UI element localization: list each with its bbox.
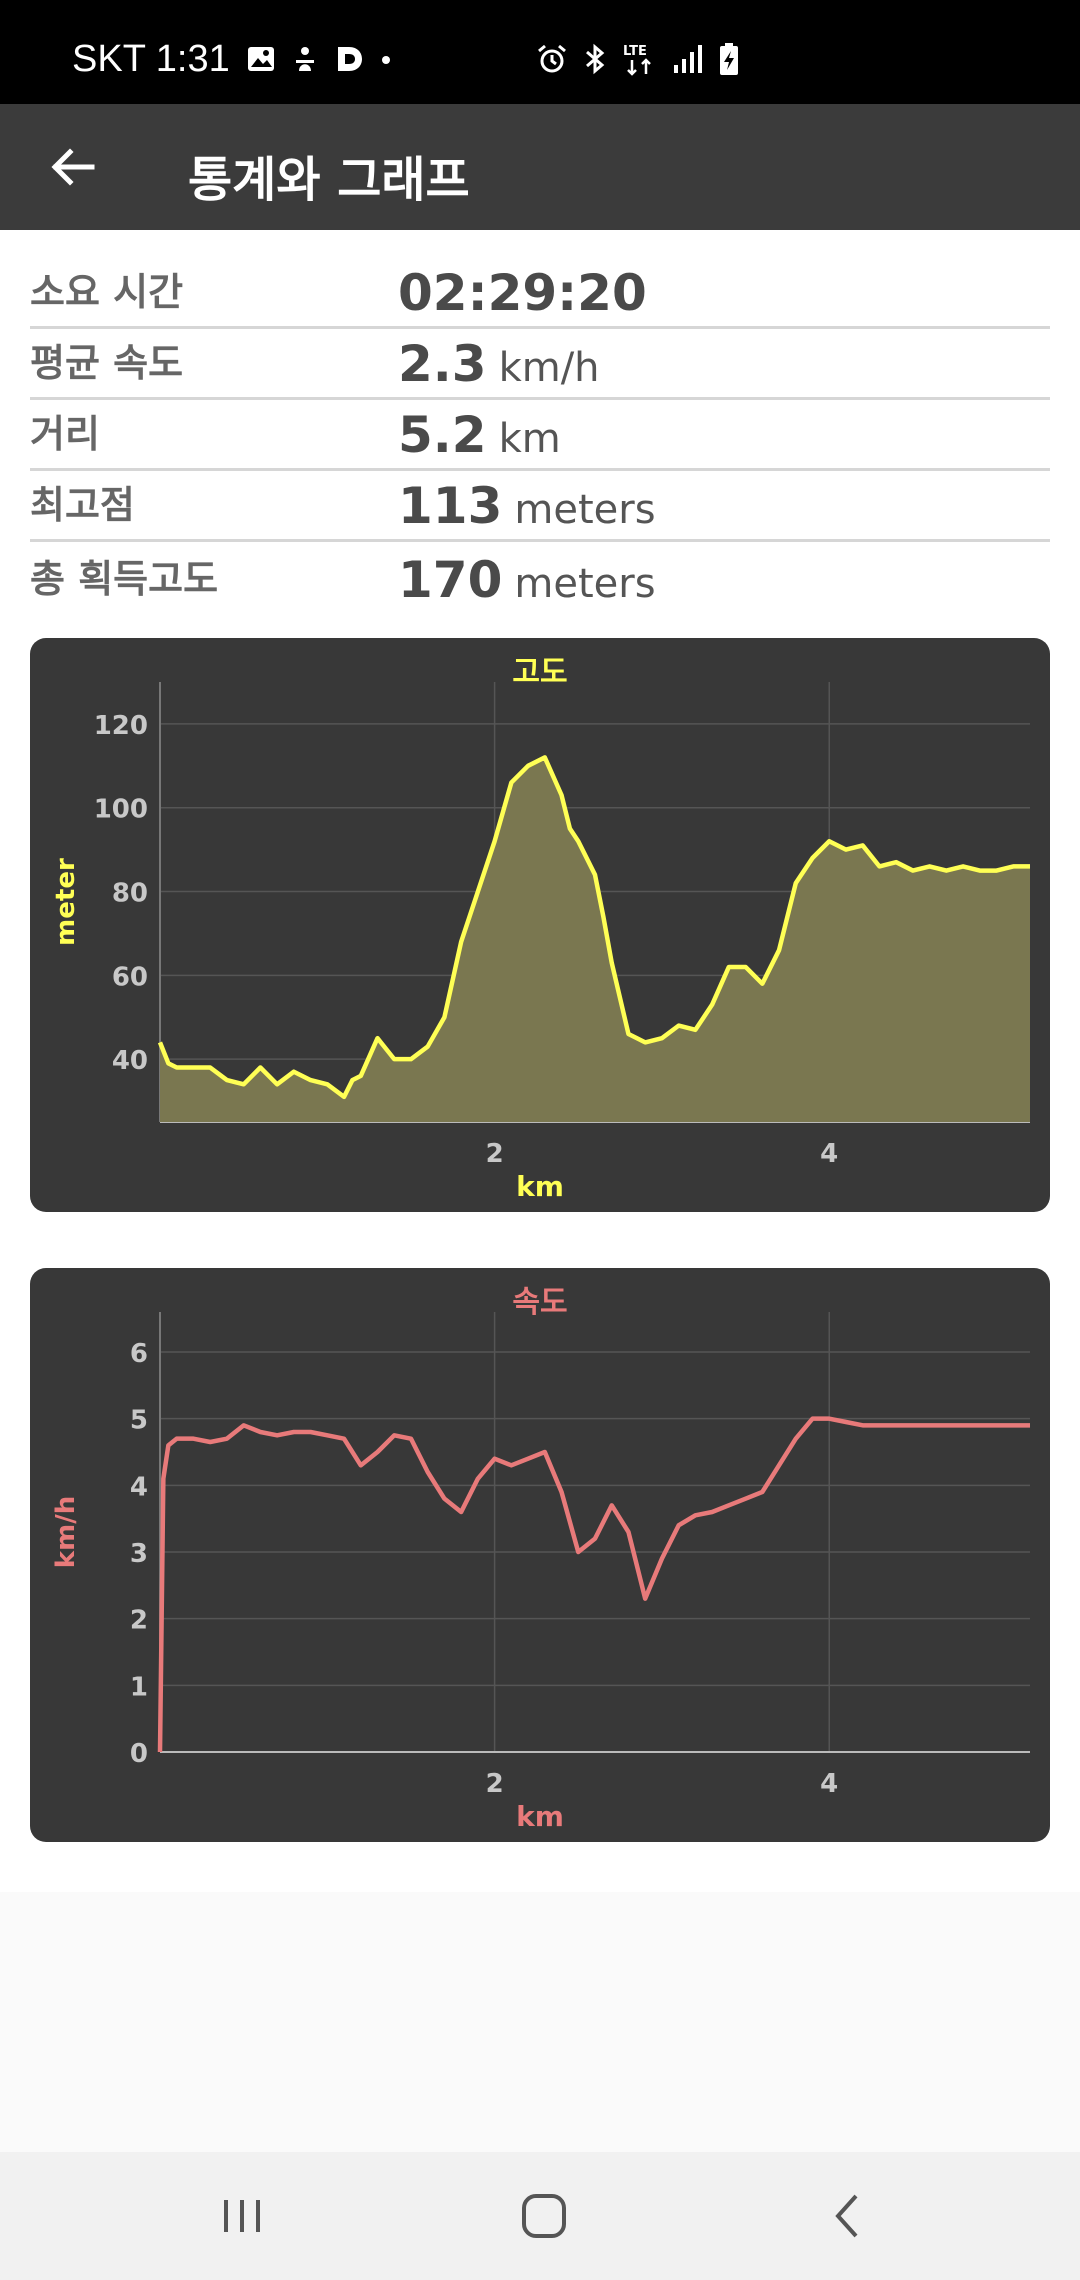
stat-row-avg-speed: 평균 속도 2.3 km/h	[30, 329, 1050, 400]
stat-value: 5.2 km	[398, 406, 561, 464]
alarm-icon	[536, 43, 568, 75]
y-tick-label: 3	[130, 1539, 148, 1569]
stat-label: 거리	[30, 412, 100, 456]
stat-unit: km	[498, 416, 561, 462]
stat-label: 총 획득고도	[30, 557, 219, 601]
y-tick-label: 0	[130, 1739, 148, 1769]
lte-text: LTE	[623, 44, 647, 59]
lte-icon: LTE	[622, 42, 658, 76]
y-tick-label: 6	[130, 1339, 148, 1369]
altitude-chart: 40 60 80 100 120 2 4 고도 km meter	[51, 655, 1030, 1203]
content-area: 소요 시간 02:29:20 평균 속도 2.3 km/h 거리 5.2 km 최고…	[0, 230, 1080, 1892]
series-line	[157, 755, 1030, 1100]
chart-title: 속도	[512, 1285, 567, 1320]
signal-icon	[672, 43, 704, 75]
back-button[interactable]	[40, 134, 106, 200]
nav-back-button[interactable]	[798, 2176, 898, 2256]
y-tick-label: 100	[94, 795, 148, 825]
y-tick-label: 80	[112, 879, 148, 909]
series-line	[157, 1416, 1030, 1753]
dot-icon	[378, 44, 394, 74]
gallery-icon	[246, 44, 276, 74]
stat-label: 소요 시간	[30, 270, 184, 314]
status-time: SKT 1:31	[72, 38, 230, 80]
bluetooth-icon	[582, 43, 608, 75]
page-title: 통계와 그래프	[188, 152, 470, 208]
x-tick-label: 2	[486, 1769, 504, 1799]
stat-row-max-elevation: 최고점 113 meters	[30, 471, 1050, 542]
recent-apps-button[interactable]	[192, 2176, 292, 2256]
stat-value: 170 meters	[398, 551, 656, 609]
status-left-icons	[246, 44, 394, 74]
app-bar: 통계와 그래프	[0, 104, 1080, 230]
arrow-left-icon	[51, 148, 95, 186]
y-tick-label: 1	[130, 1672, 148, 1702]
recent-apps-icon	[224, 2200, 260, 2232]
y-tick-label: 5	[130, 1406, 148, 1436]
speed-chart: 0 1 2 3 4 5 6 2 4 속도 km km/h	[51, 1285, 1030, 1833]
y-axis-label: km/h	[51, 1496, 81, 1568]
x-tick-label: 2	[486, 1139, 504, 1169]
home-button[interactable]	[494, 2176, 594, 2256]
stat-label: 평균 속도	[30, 341, 184, 385]
y-tick-label: 60	[112, 962, 148, 992]
stat-label: 최고점	[30, 483, 135, 527]
system-nav-bar	[0, 2152, 1080, 2280]
person-icon	[290, 44, 320, 74]
d-app-icon	[334, 44, 364, 74]
speed-chart-card[interactable]: 0 1 2 3 4 5 6 2 4 속도 km km/h	[30, 1268, 1050, 1842]
stat-unit: meters	[514, 561, 656, 607]
y-tick-label: 2	[130, 1606, 148, 1636]
home-icon	[522, 2194, 566, 2238]
status-bar: SKT 1:31 LTE	[0, 0, 1080, 104]
stat-row-total-gain: 총 획득고도 170 meters	[30, 542, 1050, 613]
x-tick-label: 4	[820, 1769, 838, 1799]
stat-row-distance: 거리 5.2 km	[30, 400, 1050, 471]
back-icon	[835, 2194, 858, 2238]
x-axis-label: km	[516, 1800, 564, 1833]
x-axis-label: km	[516, 1170, 564, 1203]
stat-value: 02:29:20	[398, 264, 647, 322]
y-tick-label: 120	[94, 711, 148, 741]
y-tick-label: 40	[112, 1046, 148, 1076]
status-right-icons: LTE	[536, 42, 740, 76]
stats-table: 소요 시간 02:29:20 평균 속도 2.3 km/h 거리 5.2 km 최고…	[30, 258, 1050, 613]
stat-value: 113 meters	[398, 477, 656, 535]
y-tick-label: 4	[130, 1472, 148, 1502]
x-tick-label: 4	[820, 1139, 838, 1169]
y-axis-label: meter	[51, 858, 81, 946]
stat-row-duration: 소요 시간 02:29:20	[30, 258, 1050, 329]
battery-charging-icon	[718, 42, 740, 76]
chart-title: 고도	[512, 655, 567, 690]
stat-unit: meters	[514, 487, 656, 533]
altitude-chart-card[interactable]: 40 60 80 100 120 2 4 고도 km meter	[30, 638, 1050, 1212]
stat-value: 2.3 km/h	[398, 335, 600, 393]
stat-unit: km/h	[498, 345, 600, 391]
series-area	[160, 757, 1030, 1122]
